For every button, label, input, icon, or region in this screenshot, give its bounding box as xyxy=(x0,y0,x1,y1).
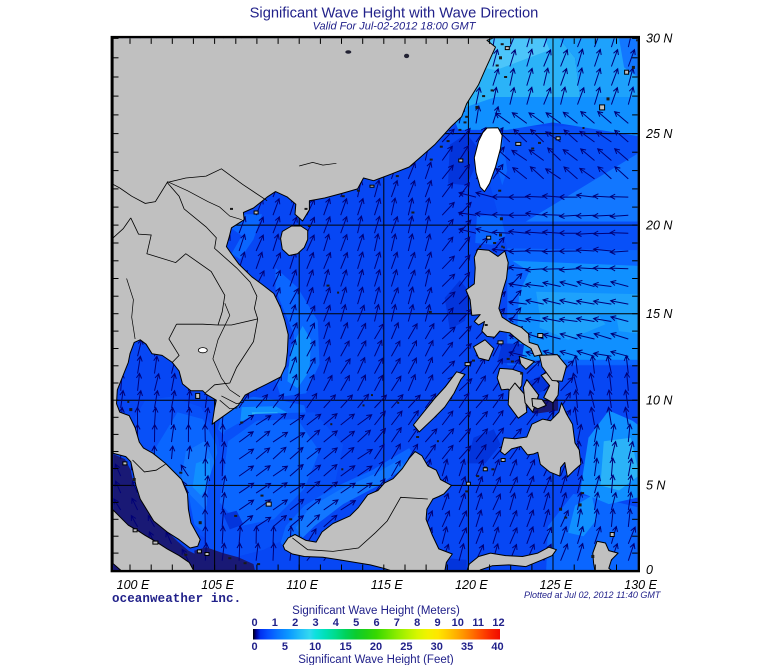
svg-text:15 N: 15 N xyxy=(646,307,673,321)
svg-text:0: 0 xyxy=(646,563,653,577)
svg-text:110 E: 110 E xyxy=(286,578,318,592)
svg-text:20: 20 xyxy=(370,641,382,653)
svg-text:100 E: 100 E xyxy=(117,578,150,592)
svg-text:130 E: 130 E xyxy=(624,578,657,592)
svg-text:0: 0 xyxy=(251,641,257,653)
svg-text:Significant Wave Height (Meter: Significant Wave Height (Meters) xyxy=(292,605,460,617)
svg-text:12: 12 xyxy=(492,617,504,629)
svg-text:20 N: 20 N xyxy=(645,218,673,232)
svg-text:125 E: 125 E xyxy=(540,578,573,592)
svg-text:40: 40 xyxy=(491,641,503,653)
svg-text:15: 15 xyxy=(339,641,351,653)
svg-text:oceanweather inc.: oceanweather inc. xyxy=(112,592,241,606)
svg-text:120 E: 120 E xyxy=(455,578,488,592)
svg-text:25 N: 25 N xyxy=(645,127,673,141)
svg-text:25: 25 xyxy=(400,641,412,653)
svg-text:11: 11 xyxy=(472,617,484,629)
svg-text:8: 8 xyxy=(414,617,420,629)
svg-text:5 N: 5 N xyxy=(646,479,666,493)
svg-text:1: 1 xyxy=(272,617,278,629)
svg-text:5: 5 xyxy=(282,641,288,653)
svg-text:105 E: 105 E xyxy=(201,578,234,592)
svg-text:10: 10 xyxy=(452,617,464,629)
svg-text:35: 35 xyxy=(461,641,473,653)
svg-text:4: 4 xyxy=(333,617,340,629)
svg-text:0: 0 xyxy=(251,617,257,629)
svg-text:5: 5 xyxy=(353,617,359,629)
svg-text:10: 10 xyxy=(309,641,321,653)
svg-text:9: 9 xyxy=(434,617,440,629)
svg-text:6: 6 xyxy=(373,617,379,629)
svg-text:Significant Wave Height with W: Significant Wave Height with Wave Direct… xyxy=(250,6,539,22)
svg-text:7: 7 xyxy=(394,617,400,629)
svg-text:115 E: 115 E xyxy=(371,578,403,592)
svg-text:30 N: 30 N xyxy=(646,32,673,46)
svg-text:3: 3 xyxy=(312,617,318,629)
svg-text:Plotted at Jul 02, 2012 11:40: Plotted at Jul 02, 2012 11:40 GMT xyxy=(524,590,662,600)
svg-text:Significant Wave Height (Feet): Significant Wave Height (Feet) xyxy=(298,654,454,665)
svg-text:Valid For Jul-02-2012 18:00 GM: Valid For Jul-02-2012 18:00 GMT xyxy=(313,21,477,33)
svg-text:2: 2 xyxy=(292,617,298,629)
svg-text:30: 30 xyxy=(431,641,443,653)
svg-text:10 N: 10 N xyxy=(646,393,673,407)
